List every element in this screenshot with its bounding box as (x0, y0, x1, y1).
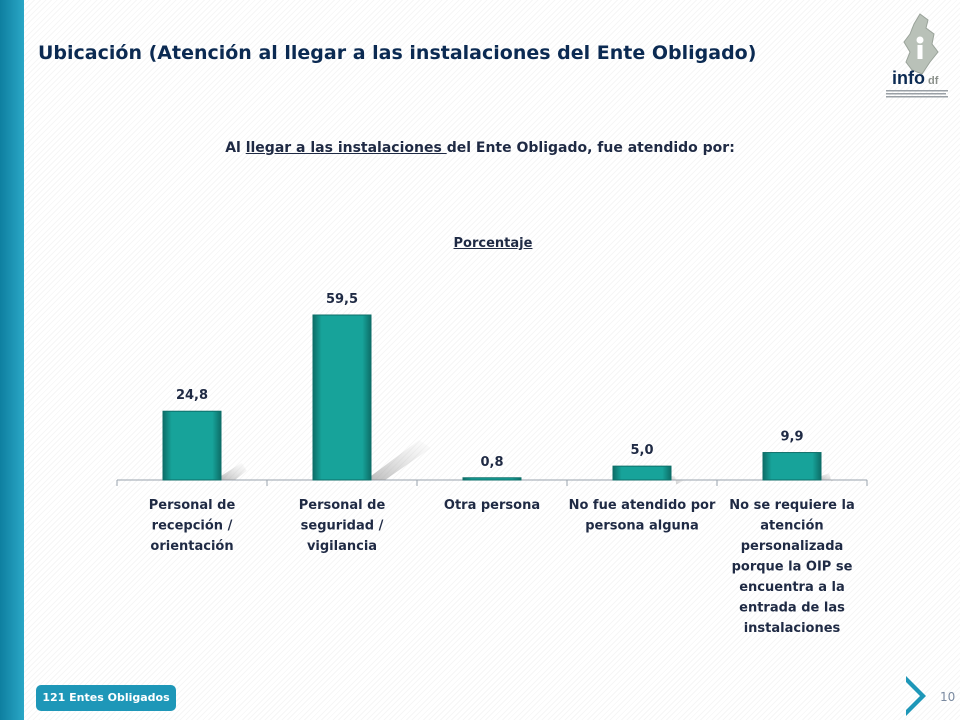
bar-shadow (671, 476, 685, 485)
bar (612, 465, 672, 481)
category-label: persona alguna (585, 519, 699, 534)
category-label: porque la OIP se (732, 560, 853, 575)
bar-value-label: 24,8 (176, 388, 208, 403)
entes-count-badge: 121 Entes Obligados (36, 685, 176, 711)
chart-question: Al llegar a las instalaciones del Ente O… (0, 140, 960, 156)
bar-value-label: 59,5 (326, 292, 358, 307)
bar (462, 477, 522, 481)
category-label: No se requiere la (729, 498, 854, 513)
logo-suffix: df (928, 75, 939, 87)
bar-shadow (821, 473, 835, 482)
category-label: vigilancia (307, 539, 377, 554)
bar-shadow (221, 462, 247, 480)
bar (312, 314, 372, 481)
category-label: atención (760, 519, 823, 534)
category-label: Otra persona (444, 498, 540, 513)
bar-value-label: 9,9 (780, 430, 803, 445)
bar-value-label: 0,8 (480, 455, 503, 470)
logo-text: info (892, 68, 925, 88)
logo-caption (886, 90, 948, 98)
category-label: personalizada (741, 539, 844, 554)
category-label: encuentra a la (739, 580, 845, 595)
category-label: instalaciones (744, 621, 841, 636)
category-label: recepción / (152, 519, 233, 534)
question-prefix: Al (225, 140, 246, 156)
bar-value-label: 5,0 (630, 443, 653, 458)
category-label: entrada de las (739, 601, 845, 616)
category-label: Personal de (149, 498, 236, 513)
question-underlined: llegar a las instalaciones (245, 140, 447, 156)
category-label: seguridad / (301, 519, 384, 534)
left-accent-band (0, 0, 24, 720)
question-suffix: del Ente Obligado, fue atendido por: (446, 140, 735, 156)
page-title: Ubicación (Atención al llegar a las inst… (38, 42, 757, 64)
bar (162, 410, 222, 481)
next-chevron-icon[interactable] (902, 674, 930, 718)
info-df-logo: info df (882, 12, 952, 102)
category-label: No fue atendido por (569, 498, 716, 513)
mexico-city-map-icon (903, 13, 939, 75)
bar-shadow (371, 440, 431, 480)
chart-title: Porcentaje (453, 236, 533, 251)
page-number: 10 (940, 690, 956, 704)
bar (762, 452, 822, 481)
category-label: Personal de (299, 498, 386, 513)
category-label: orientación (150, 539, 233, 554)
